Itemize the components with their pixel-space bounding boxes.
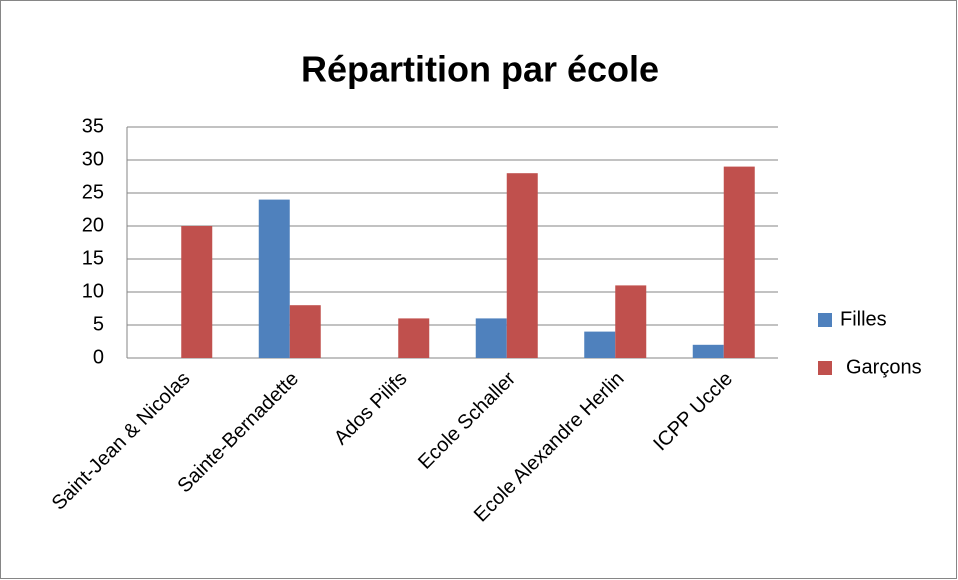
bar — [289, 305, 321, 358]
chart-title: Répartition par école — [301, 49, 659, 90]
legend-swatch — [818, 313, 832, 327]
y-tick-label: 25 — [82, 181, 104, 203]
bar — [475, 318, 507, 358]
y-tick-label: 10 — [82, 280, 104, 302]
bar — [615, 285, 647, 358]
y-tick-label: 5 — [93, 313, 104, 335]
y-tick-label: 30 — [82, 148, 104, 170]
bar — [692, 344, 724, 358]
bar — [506, 173, 538, 358]
legend-swatch — [818, 361, 832, 375]
y-tick-label: 35 — [82, 115, 104, 137]
bar — [258, 199, 290, 358]
y-tick-label: 0 — [93, 346, 104, 368]
bar — [398, 318, 430, 358]
bar — [584, 331, 616, 358]
legend-label: Garçons — [846, 356, 922, 378]
legend-label: Filles — [840, 308, 887, 330]
bar — [723, 166, 755, 358]
y-tick-label: 15 — [82, 247, 104, 269]
bar — [181, 226, 213, 358]
y-tick-label: 20 — [82, 214, 104, 236]
